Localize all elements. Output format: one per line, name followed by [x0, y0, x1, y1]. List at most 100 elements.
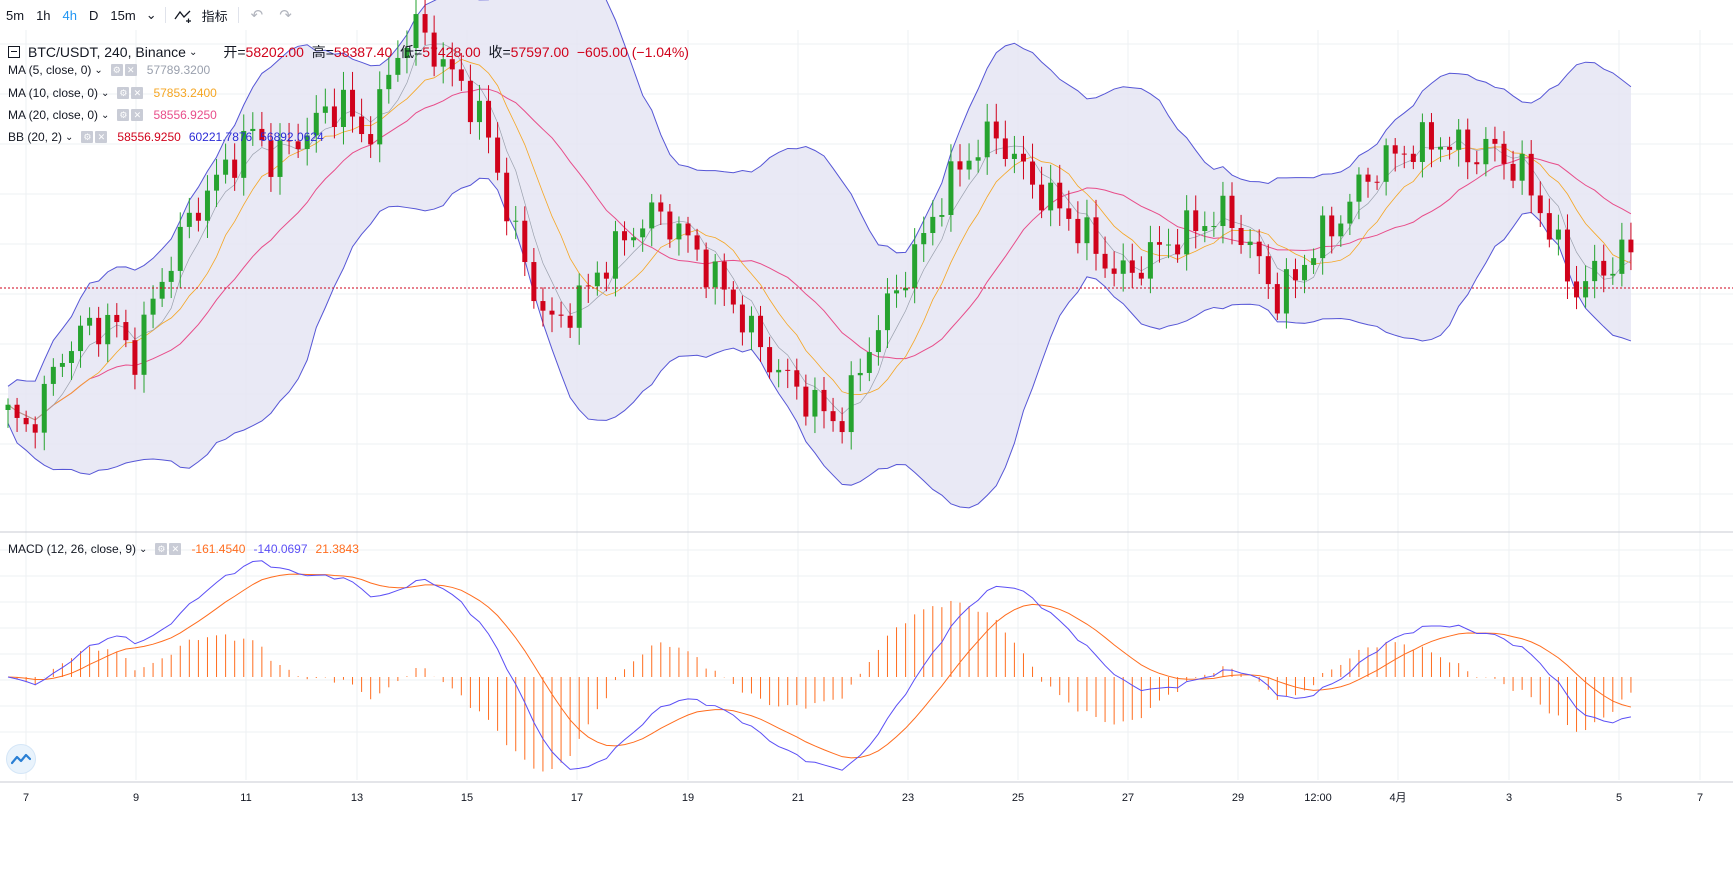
candle-body	[1401, 153, 1407, 155]
candle-body	[1147, 242, 1153, 279]
settings-icon[interactable]: ⚙	[117, 109, 130, 121]
undo-icon[interactable]: ↶	[250, 7, 264, 24]
candle-body	[603, 272, 609, 279]
symbol-title[interactable]: BTC/USDT, 240, Binance	[28, 44, 186, 60]
candle-body	[1347, 201, 1353, 224]
candle-body	[1574, 281, 1580, 298]
collapse-icon[interactable]	[8, 46, 20, 58]
ma5-legend: MA (5, close, 0) ⌄ ⚙ ✕ 57789.3200	[8, 63, 210, 77]
candle-body	[223, 159, 229, 175]
settings-icon[interactable]: ⚙	[155, 543, 168, 555]
candle-body	[177, 226, 183, 271]
candle-body	[966, 160, 972, 170]
redo-icon[interactable]: ↷	[279, 7, 292, 24]
candle-body	[1483, 138, 1489, 165]
bb-legend: BB (20, 2) ⌄ ⚙ ✕ 58556.9250 60221.7876 56…	[8, 130, 324, 144]
tradingview-logo-icon[interactable]	[6, 744, 36, 774]
candle-body	[377, 89, 383, 145]
candle-body	[567, 315, 573, 328]
time-axis-label: 3	[1506, 792, 1512, 804]
candle-body	[1120, 260, 1126, 274]
macd-name[interactable]: MACD (12, 26, close, 9)	[8, 542, 137, 556]
candle-body	[1256, 241, 1262, 257]
candle-body	[857, 372, 863, 376]
time-axis-label: 9	[133, 792, 139, 804]
candle-body	[340, 89, 346, 128]
candle-body	[368, 134, 374, 145]
settings-icon[interactable]: ⚙	[117, 87, 130, 99]
indicators-button[interactable]: 指标	[201, 8, 228, 24]
candle-body	[1274, 284, 1280, 314]
bb-upper-line	[7, 0, 1632, 387]
interval-15m[interactable]: 15m	[110, 7, 136, 23]
candle-body	[59, 362, 65, 367]
candle-body	[884, 293, 890, 331]
candle-body	[948, 161, 954, 216]
candle-body	[1392, 145, 1398, 154]
candle-body	[585, 285, 591, 287]
low-value: 57428.00	[422, 44, 481, 60]
ma5-name[interactable]: MA (5, close, 0)	[8, 63, 92, 77]
candle-body	[912, 244, 918, 288]
top-toolbar: 5m 1h 4h D 15m ⌄ 指标 ↶ ↷	[0, 0, 1733, 30]
candle-body	[1519, 153, 1525, 181]
candle-body	[168, 270, 174, 282]
chevron-down-icon[interactable]: ⌄	[65, 131, 74, 143]
ma20-name[interactable]: MA (20, close, 0)	[8, 108, 99, 122]
macd-legend: MACD (12, 26, close, 9) ⌄ ⚙ ✕ -161.4540 -…	[8, 542, 359, 556]
candle-body	[259, 128, 265, 141]
ma20-line	[7, 88, 1632, 421]
candle-body	[1057, 182, 1063, 209]
candle-body	[1229, 195, 1235, 228]
candle-body	[241, 130, 247, 178]
bb-name[interactable]: BB (20, 2)	[8, 130, 63, 144]
candle-body	[712, 261, 718, 288]
candle-body	[204, 190, 210, 221]
candle-body	[413, 14, 419, 49]
close-icon[interactable]: ✕	[131, 109, 144, 121]
chevron-down-icon[interactable]: ⌄	[139, 543, 148, 555]
chevron-down-icon[interactable]: ⌄	[145, 7, 157, 22]
candle-body	[195, 212, 201, 221]
settings-icon[interactable]: ⚙	[81, 131, 94, 143]
chevron-down-icon[interactable]: ⌄	[101, 109, 110, 121]
candle-body	[1383, 145, 1389, 182]
candle-body	[422, 14, 428, 33]
candle-body	[1311, 258, 1317, 265]
candle-body	[1020, 153, 1026, 162]
candle-body	[1320, 215, 1326, 259]
close-icon[interactable]: ✕	[169, 543, 182, 555]
candle-body	[1247, 241, 1253, 246]
candle-body	[476, 100, 482, 123]
candle-body	[1211, 226, 1217, 228]
chevron-down-icon[interactable]: ⌄	[188, 46, 198, 58]
candle-body	[268, 140, 274, 177]
candle-body	[331, 106, 337, 128]
candle-body	[957, 161, 963, 170]
close-icon[interactable]: ✕	[124, 64, 137, 76]
settings-icon[interactable]: ⚙	[110, 64, 123, 76]
time-axis-label: 17	[571, 792, 583, 804]
candle-body	[694, 235, 700, 250]
interval-d[interactable]: D	[89, 7, 99, 23]
candle-body	[1601, 260, 1607, 276]
interval-1h[interactable]: 1h	[36, 7, 51, 23]
candle-body	[1175, 244, 1181, 255]
interval-4h[interactable]: 4h	[62, 7, 77, 23]
chevron-down-icon[interactable]: ⌄	[101, 87, 110, 99]
close-icon[interactable]: ✕	[131, 87, 144, 99]
ma10-name[interactable]: MA (10, close, 0)	[8, 86, 99, 100]
candle-body	[87, 317, 93, 326]
candle-body	[141, 314, 147, 375]
candle-body	[839, 421, 845, 433]
close-icon[interactable]: ✕	[95, 131, 108, 143]
chevron-down-icon[interactable]: ⌄	[94, 64, 103, 76]
candle-body	[776, 369, 782, 373]
candle-body	[1619, 239, 1625, 274]
candle-body	[939, 215, 945, 217]
time-axis-label: 5	[1616, 792, 1622, 804]
indicators-icon[interactable]	[170, 7, 196, 24]
interval-5m[interactable]: 5m	[6, 7, 25, 23]
candle-body	[667, 211, 673, 240]
